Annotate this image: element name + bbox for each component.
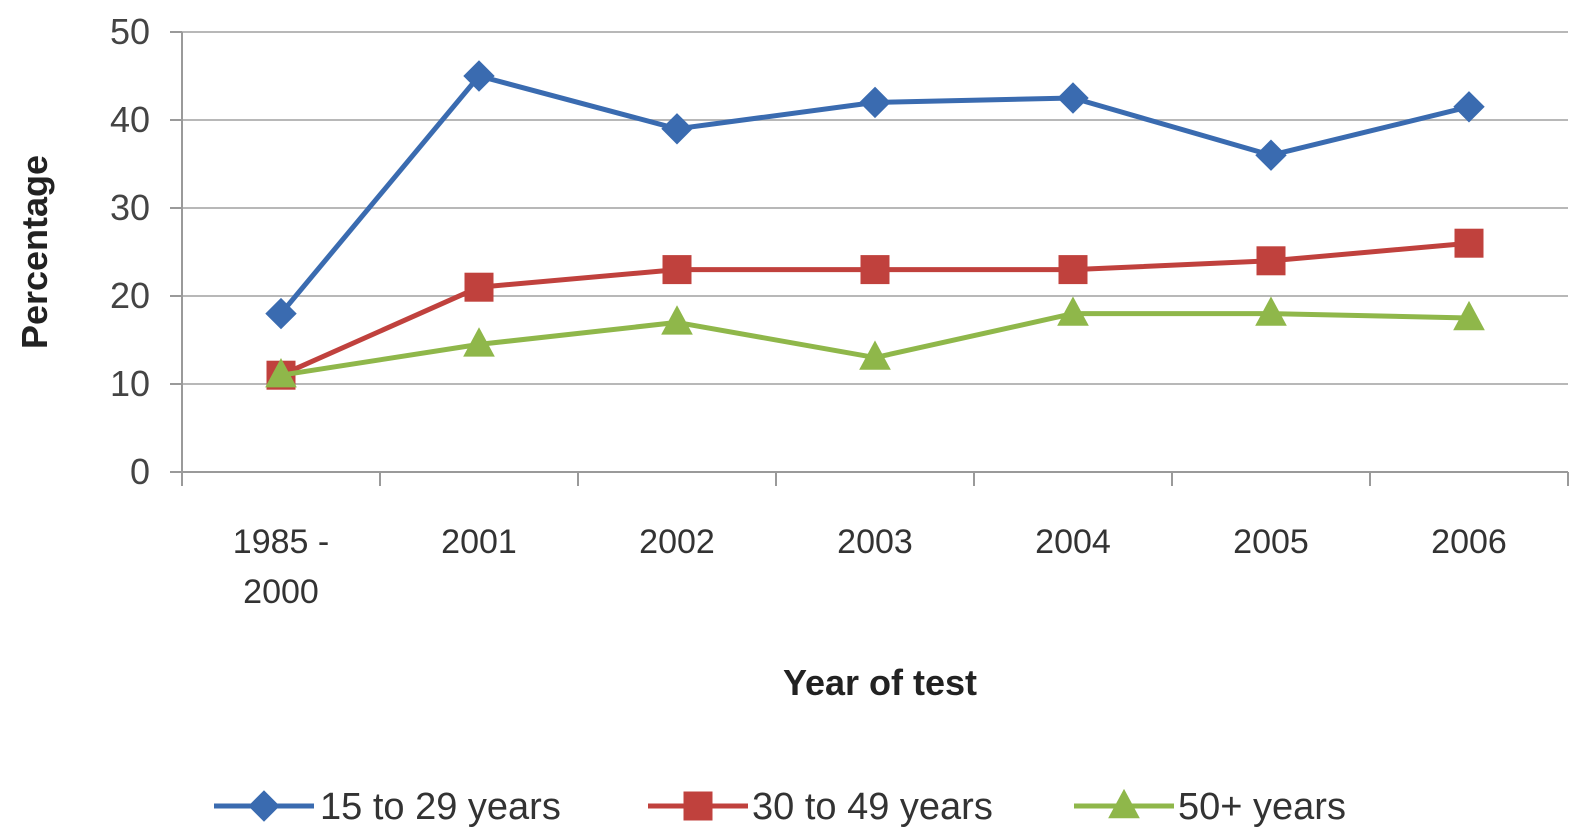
data-point <box>859 86 891 119</box>
axes <box>170 31 1569 486</box>
x-tick-label: 2000 <box>243 573 319 611</box>
gridlines <box>170 31 1568 385</box>
data-point <box>1453 91 1485 123</box>
data-point <box>860 255 890 285</box>
legend-marker <box>1108 788 1140 819</box>
x-tick-label: 2001 <box>441 523 517 561</box>
legend-marker <box>683 791 713 821</box>
legend-item: 15 to 29 years <box>214 786 561 828</box>
legend-label: 15 to 29 years <box>320 786 561 828</box>
series-group <box>265 296 1485 388</box>
legend-item: 30 to 49 years <box>648 786 993 828</box>
series-lines <box>265 60 1485 390</box>
x-tick-label: 1985 - <box>233 523 329 561</box>
x-tick-label: 2002 <box>639 523 715 561</box>
y-tick-label: 20 <box>110 275 150 316</box>
x-tick-label: 2005 <box>1233 523 1309 561</box>
x-tick-label: 2004 <box>1035 523 1111 561</box>
data-point <box>661 305 693 335</box>
y-tick-label: 50 <box>110 11 150 52</box>
legend-marker <box>248 790 280 822</box>
data-point <box>463 327 495 357</box>
data-point <box>464 272 494 302</box>
x-tick-label: 2003 <box>837 523 913 561</box>
legend: 15 to 29 years 30 to 49 years 50+ years <box>214 786 1346 828</box>
data-point <box>661 113 693 145</box>
data-point <box>265 297 297 330</box>
series-group <box>265 60 1485 330</box>
y-tick-label: 30 <box>110 187 150 228</box>
legend-label: 50+ years <box>1178 786 1346 828</box>
data-point <box>1256 246 1286 276</box>
y-axis-tick-labels: 0 10 20 30 40 50 <box>110 11 150 492</box>
data-point <box>1255 139 1287 171</box>
data-point <box>1453 300 1485 331</box>
y-tick-label: 10 <box>110 363 150 404</box>
data-point <box>463 60 495 92</box>
legend-item: 50+ years <box>1074 786 1346 828</box>
data-point <box>1058 255 1088 285</box>
data-point <box>265 358 297 388</box>
y-tick-label: 0 <box>130 451 150 492</box>
x-axis-tick-labels: 1985 - 2000 2001 2002 2003 2004 2005 2006 <box>233 523 1507 611</box>
data-point <box>1057 82 1089 114</box>
y-tick-label: 40 <box>110 99 150 140</box>
data-point <box>1454 228 1484 258</box>
data-point <box>859 340 891 370</box>
x-axis-title: Year of test <box>783 662 977 703</box>
data-point <box>662 255 692 285</box>
data-point <box>1255 296 1287 326</box>
y-axis-title: Percentage <box>14 155 55 349</box>
x-tick-label: 2006 <box>1431 523 1507 561</box>
data-point <box>1057 296 1089 326</box>
legend-label: 30 to 49 years <box>752 786 993 828</box>
